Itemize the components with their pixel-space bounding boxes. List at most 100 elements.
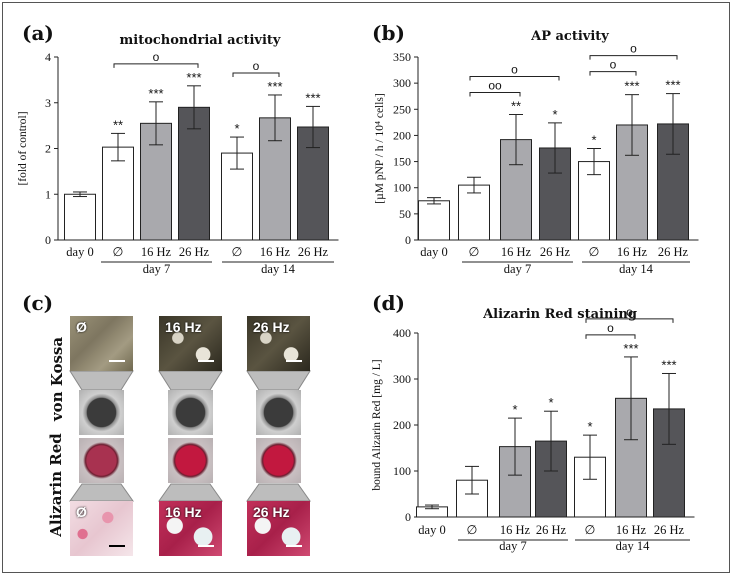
von-kossa-well [256, 390, 301, 435]
category-label: 16 Hz [617, 245, 648, 259]
significance-mark: *** [186, 70, 201, 85]
bracket-label: o [153, 50, 160, 64]
y-tick-label: 300 [393, 372, 411, 386]
y-tick-label: 3 [45, 96, 51, 110]
y-tick-label: 1 [45, 187, 51, 201]
significance-bracket [589, 55, 678, 60]
category-label: 26 Hz [536, 523, 567, 537]
group-label-day7: day 7 [504, 262, 531, 276]
y-tick-label: 200 [393, 128, 411, 142]
connector-top [246, 370, 311, 391]
bracket-label: o [630, 42, 637, 56]
group-label-day14: day 14 [619, 262, 653, 276]
connector-bottom [158, 483, 223, 502]
significance-bracket [232, 72, 280, 77]
category-label: 26 Hz [298, 245, 329, 259]
alizarin-red-tile: Ø [70, 501, 133, 556]
connector-bottom [69, 483, 134, 502]
scale-bar [109, 360, 125, 362]
category-label: ∅ [589, 245, 600, 259]
bracket-label: o [253, 59, 260, 73]
von-kossa-tile: 16 Hz [159, 316, 222, 371]
chart-b: (b) AP activity 0 50 100 150 200 250 300 350 [µM p… [372, 21, 699, 276]
alizarin-red-well [256, 438, 301, 483]
bracket-label: o [626, 305, 633, 319]
von-kossa-well [79, 390, 124, 435]
y-tick-label: 0 [405, 510, 411, 524]
significance-mark: * [548, 395, 553, 410]
group-label-day7: day 7 [143, 262, 170, 276]
scale-bar [198, 360, 214, 362]
category-label: 16 Hz [616, 523, 647, 537]
category-label: day 0 [420, 245, 447, 259]
category-label: ∅ [113, 245, 124, 259]
bracket-label: o [607, 321, 614, 335]
scale-bar [286, 545, 302, 547]
significance-mark: *** [267, 79, 282, 94]
tile-label: 16 Hz [165, 319, 202, 335]
significance-bracket [585, 334, 636, 339]
y-tick-label: 50 [399, 207, 411, 221]
panel-label-a: (a) [22, 21, 54, 45]
category-label: day 0 [66, 245, 93, 259]
y-axis-label-b: [µM pNP / h / 10⁴ cells] [374, 93, 386, 204]
category-label: ∅ [467, 523, 478, 537]
connector-bottom [246, 483, 311, 502]
y-tick-label: 150 [393, 155, 411, 169]
tile-label: 26 Hz [253, 319, 290, 335]
tile-label: 16 Hz [165, 504, 202, 520]
significance-mark: *** [624, 79, 639, 94]
significance-bracket [469, 76, 560, 81]
category-label: day 0 [418, 523, 445, 537]
significance-mark: *** [665, 78, 680, 93]
significance-mark: * [552, 107, 557, 122]
category-label: 16 Hz [501, 245, 532, 259]
significance-bracket [469, 92, 521, 97]
chart-a: (a) mitochondrial activity 0 1 2 3 4 [fold of c… [17, 21, 339, 276]
chart-title-b: AP activity [530, 29, 609, 44]
y-tick-label: 100 [393, 181, 411, 195]
alizarin-red-well [168, 438, 213, 483]
y-axis-label-d: bound Alizarin Red [mg / L] [371, 359, 383, 490]
y-tick-label: 4 [45, 50, 51, 64]
significance-mark: * [591, 133, 596, 148]
scale-bar [109, 545, 125, 547]
y-tick-label: 350 [393, 50, 411, 64]
connector-top [69, 370, 134, 391]
panel-label-b: (b) [372, 21, 405, 45]
von-kossa-label: von Kossa [48, 336, 67, 422]
group-label-day14: day 14 [616, 539, 650, 553]
significance-mark: *** [661, 357, 676, 372]
significance-bracket [113, 63, 199, 68]
scale-bar [286, 360, 302, 362]
significance-mark: ** [511, 99, 521, 114]
alizarin-red-tile: 16 Hz [159, 501, 222, 556]
von-kossa-well [168, 390, 213, 435]
category-label: 16 Hz [260, 245, 291, 259]
significance-mark: *** [623, 341, 638, 356]
alizarin-red-well [79, 438, 124, 483]
alizarin-red-tile: 26 Hz [247, 501, 310, 556]
bar-a-1 [102, 146, 134, 241]
significance-mark: *** [305, 90, 320, 105]
category-label: ∅ [585, 523, 596, 537]
y-tick-label: 0 [45, 233, 51, 247]
significance-mark: ** [113, 117, 123, 132]
category-label: ∅ [232, 245, 243, 259]
category-label: ∅ [469, 245, 480, 259]
bracket-label: oo [488, 79, 502, 93]
bar-b-0 [418, 200, 450, 241]
bar-a-2 [140, 122, 172, 241]
panel-label-c: (c) [22, 291, 53, 315]
category-label: 26 Hz [179, 245, 210, 259]
y-tick-label: 100 [393, 464, 411, 478]
y-axis-label-a: [fold of control] [17, 111, 29, 185]
y-tick-label: 200 [393, 418, 411, 432]
von-kossa-tile: 26 Hz [247, 316, 310, 371]
significance-mark: * [587, 419, 592, 434]
bar-a-0 [64, 193, 96, 241]
alizarin-red-label: Alizarin Red [46, 433, 65, 537]
category-label: 16 Hz [141, 245, 172, 259]
